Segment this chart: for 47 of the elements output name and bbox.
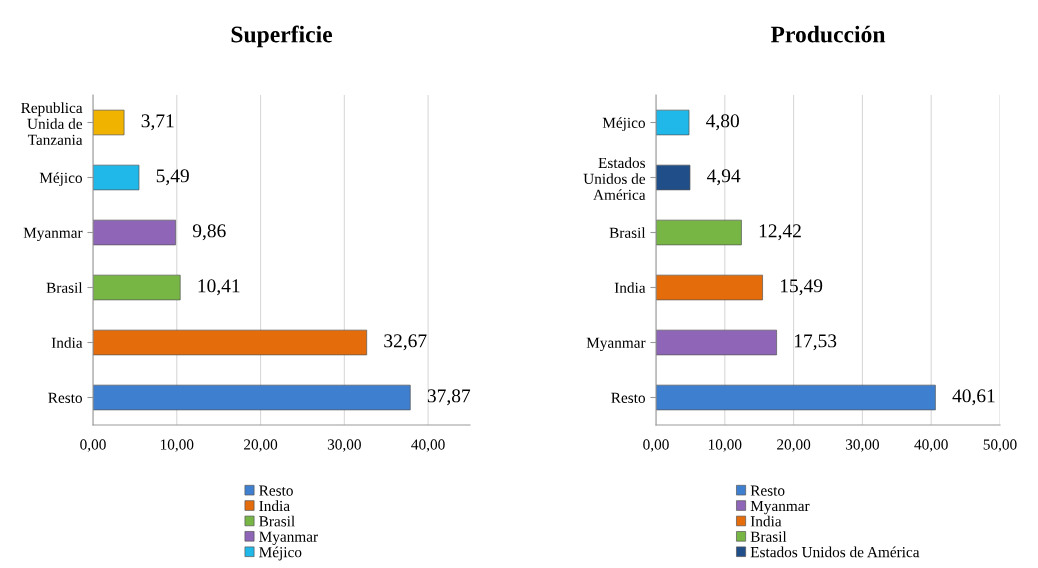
y-tick-label: Republica Unida de Tanzania — [21, 102, 83, 145]
x-tick-label: 0,00 — [643, 439, 669, 452]
data-label: 4,80 — [706, 114, 739, 131]
legend-label: Brasil — [750, 531, 787, 542]
data-label: 5,49 — [156, 169, 189, 186]
data-label: 12,42 — [759, 224, 801, 241]
x-tick-label: 10,00 — [160, 439, 194, 452]
y-tick-label: Méjico — [602, 117, 645, 132]
y-tick-label: India — [614, 282, 646, 293]
legend-label: India — [750, 515, 782, 527]
data-label: 15,49 — [780, 279, 823, 296]
legend-label: Resto — [750, 485, 785, 496]
x-tick-label: 50,00 — [983, 439, 1017, 452]
legend-label: Brasil — [259, 515, 295, 527]
x-tick-label: 20,00 — [777, 439, 811, 452]
data-label: 9,86 — [192, 224, 226, 241]
x-tick-label: 0,00 — [80, 439, 106, 452]
data-label: 3,71 — [141, 114, 174, 131]
x-tick-label: 30,00 — [845, 439, 880, 452]
x-tick-label: 40,00 — [914, 439, 948, 452]
legend-label: Myanmar — [259, 531, 318, 545]
y-tick-label: Brasil — [609, 227, 646, 238]
data-label: 32,67 — [384, 334, 427, 351]
y-tick-label: Resto — [611, 392, 645, 403]
chart-title: Superficie — [231, 25, 333, 48]
y-tick-label: Estados Unidos de América — [583, 157, 646, 200]
y-tick-label: Myanmar — [586, 337, 646, 352]
legend-label: Estados Unidos de América — [750, 546, 920, 558]
y-tick-label: India — [51, 337, 83, 348]
data-label: 37,87 — [427, 389, 471, 406]
data-label: 17,53 — [794, 334, 837, 351]
legend-label: India — [259, 500, 290, 512]
chart-title: Producción — [770, 25, 886, 43]
x-tick-label: 10,00 — [708, 439, 742, 452]
y-tick-label: Méjico — [39, 172, 82, 187]
x-tick-label: 40,00 — [411, 439, 445, 452]
legend-label: Myanmar — [750, 500, 810, 515]
data-label: 4,94 — [707, 169, 741, 186]
legend-label: Resto — [259, 485, 293, 496]
y-tick-label: Resto — [48, 392, 82, 403]
y-tick-label: Brasil — [46, 282, 83, 293]
legend-label: Méjico — [259, 546, 302, 561]
data-label: 10,41 — [198, 279, 240, 296]
y-tick-label: Myanmar — [23, 227, 83, 242]
x-tick-label: 20,00 — [244, 439, 278, 452]
x-tick-label: 30,00 — [327, 439, 361, 452]
data-label: 40,61 — [952, 389, 995, 406]
